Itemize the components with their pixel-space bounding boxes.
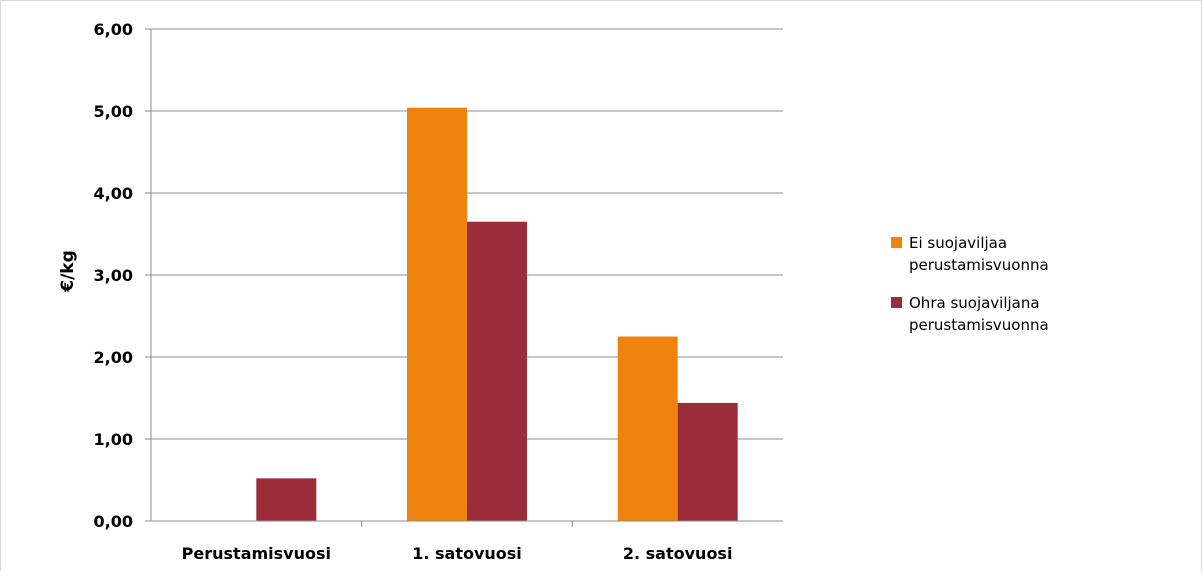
- legend-label-line: Ohra suojaviljana: [909, 294, 1040, 312]
- bar: [256, 478, 317, 521]
- y-tick-label: 2,00: [94, 348, 133, 367]
- bar: [617, 336, 678, 521]
- y-tick-label: 4,00: [94, 184, 133, 203]
- bar: [467, 221, 527, 521]
- y-tick-label: 0,00: [94, 512, 133, 531]
- y-tick-label: 3,00: [94, 266, 133, 285]
- y-tick-label: 6,00: [94, 20, 133, 39]
- x-category-label: 1. satovuosi: [412, 544, 522, 563]
- y-tick-label: 5,00: [94, 102, 133, 121]
- legend-label: Ohra suojaviljana perustamisvuonna: [909, 294, 1049, 334]
- bar: [407, 107, 467, 521]
- axes: [145, 28, 783, 527]
- legend-label-line: Ei suojaviljaa: [909, 234, 1007, 252]
- bars: [256, 107, 738, 521]
- x-category-label: 2. satovuosi: [623, 544, 733, 563]
- legend-label-line: perustamisvuonna: [909, 316, 1049, 334]
- x-category-labels: Perustamisvuosi 1. satovuosi 2. satovuosi: [182, 544, 733, 563]
- x-category-label: Perustamisvuosi: [182, 544, 331, 563]
- legend-label-line: perustamisvuonna: [909, 256, 1049, 274]
- legend-swatch: [891, 237, 902, 248]
- y-axis-label: €/kg: [58, 250, 78, 293]
- bar: [677, 402, 738, 521]
- y-tick-label: 1,00: [94, 430, 133, 449]
- legend-swatch: [891, 297, 902, 308]
- legend-label: Ei suojaviljaa perustamisvuonna: [909, 234, 1049, 274]
- y-tick-labels: 0,00 1,00 2,00 3,00 4,00 5,00 6,00: [94, 20, 133, 531]
